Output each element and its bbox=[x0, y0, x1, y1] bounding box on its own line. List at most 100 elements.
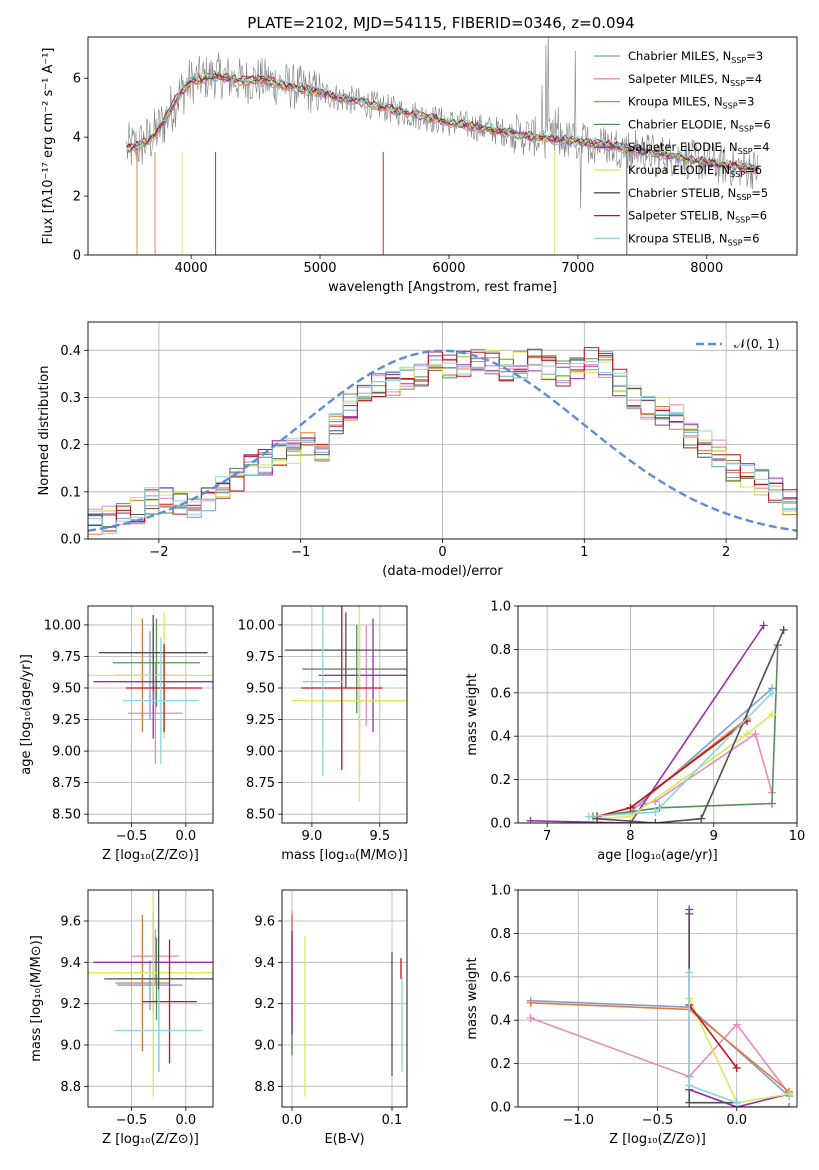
legend-entry: Salpeter MILES, NSSP=4 bbox=[628, 72, 762, 88]
plot-area bbox=[88, 890, 213, 1097]
plot-area bbox=[526, 905, 794, 1107]
x-tick-label: 9 bbox=[710, 829, 718, 844]
y-tick-label: 0.0 bbox=[490, 1101, 511, 1116]
y-tick-label: 0.4 bbox=[490, 730, 511, 745]
legend-entry: Kroupa MILES, NSSP=3 bbox=[628, 95, 754, 111]
x-tick-label: 0.0 bbox=[175, 1113, 196, 1128]
y-tick-label: 9.4 bbox=[60, 956, 81, 971]
mass-weight-marker bbox=[697, 814, 706, 823]
x-tick-label: −0.5 bbox=[642, 1113, 674, 1128]
figure-title: PLATE=2102, MJD=54115, FIBERID=0346, z=0… bbox=[247, 14, 634, 32]
y-axis-label: age [log₁₀(age/yr)] bbox=[19, 654, 34, 775]
plot-area bbox=[88, 612, 213, 764]
x-axis-label: wavelength [Angstrom, rest frame] bbox=[328, 280, 557, 295]
plot-frame bbox=[87, 36, 798, 256]
mass-weight-marker bbox=[685, 909, 694, 918]
mass-weight-marker bbox=[651, 808, 660, 817]
y-tick-label: 9.00 bbox=[52, 745, 81, 760]
plot-frame bbox=[281, 605, 408, 824]
mass-weight-marker bbox=[685, 968, 694, 977]
x-tick-label: 2 bbox=[722, 545, 730, 560]
x-axis-label: Z [log₁₀(Z/Z⊙)] bbox=[102, 1132, 199, 1147]
y-tick-label: 9.25 bbox=[52, 713, 81, 728]
y-tick-label: 2 bbox=[73, 190, 81, 205]
y-tick-label: 8.75 bbox=[52, 776, 81, 791]
residual-histogram bbox=[88, 347, 797, 532]
x-axis-label: mass [log₁₀(M/M⊙)] bbox=[281, 848, 408, 863]
residuals-legend: 𝒩(0, 1) bbox=[696, 336, 780, 351]
y-tick-label: 0.2 bbox=[490, 773, 511, 788]
x-tick-label: −1 bbox=[291, 545, 310, 560]
y-tick-label: 8.50 bbox=[52, 808, 81, 823]
y-tick-label: 8.50 bbox=[246, 808, 275, 823]
mass-weight-marker bbox=[526, 1014, 535, 1023]
mass-weight-marker bbox=[685, 1081, 694, 1090]
mass-weight-vs-age-panel: 7 8 9 10 0.0 0.2 0.4 0.6 0.8 1.0 age [log₁₀(age/yr… bbox=[465, 600, 805, 864]
y-tick-label: 9.75 bbox=[246, 650, 275, 665]
mass-weight-marker bbox=[768, 799, 777, 808]
y-tick-label: 0.4 bbox=[60, 344, 81, 359]
plot-area bbox=[284, 606, 407, 802]
legend-entry: Salpeter STELIB, NSSP=6 bbox=[628, 209, 767, 225]
x-tick-label: 0.1 bbox=[382, 1113, 403, 1128]
x-axis-label: Z [log₁₀(Z/Z⊙)] bbox=[102, 848, 199, 863]
x-tick-label: 0.0 bbox=[726, 1113, 747, 1128]
y-tick-label: 10.00 bbox=[238, 618, 275, 633]
x-tick-label: 8000 bbox=[690, 261, 723, 276]
mass-weight-marker bbox=[732, 1063, 741, 1072]
x-tick-label: 7 bbox=[543, 829, 551, 844]
y-tick-label: 9.2 bbox=[60, 997, 81, 1012]
legend-entry: Chabrier STELIB, NSSP=5 bbox=[628, 186, 768, 202]
x-tick-label: 9.5 bbox=[369, 829, 390, 844]
mass-weight-marker bbox=[732, 1098, 741, 1107]
y-tick-label: 9.50 bbox=[52, 682, 81, 697]
x-axis-label: (data-model)/error bbox=[382, 564, 503, 579]
legend-entry: Kroupa ELODIE, NSSP=6 bbox=[628, 163, 762, 179]
plot-area bbox=[88, 347, 797, 535]
y-tick-label: 0 bbox=[73, 249, 81, 264]
mass-weight-marker bbox=[759, 621, 768, 630]
model-spectrum bbox=[126, 69, 759, 171]
x-tick-label: 4000 bbox=[175, 261, 208, 276]
mass-vs-metallicity-panel: −0.5 0.0 8.8 9.0 9.2 9.4 9.6 Z [log₁₀(Z/Z⊙)] mas… bbox=[29, 889, 214, 1147]
x-tick-label: −0.5 bbox=[116, 1113, 148, 1128]
y-tick-label: 0.4 bbox=[490, 1014, 511, 1029]
plot-frame bbox=[87, 605, 214, 824]
y-tick-label: 0.2 bbox=[490, 1057, 511, 1072]
x-tick-label: 1 bbox=[580, 545, 588, 560]
x-tick-label: 0.0 bbox=[282, 1113, 303, 1128]
x-tick-label: −1.0 bbox=[562, 1113, 594, 1128]
y-tick-label: 9.0 bbox=[254, 1039, 275, 1054]
y-tick-label: 0.8 bbox=[490, 643, 511, 658]
residual-histogram bbox=[88, 361, 797, 534]
mass-weight-marker bbox=[743, 730, 752, 739]
model-spectrum bbox=[126, 72, 759, 173]
y-tick-label: 0.8 bbox=[490, 927, 511, 942]
y-tick-label: 9.25 bbox=[246, 713, 275, 728]
y-tick-label: 6 bbox=[73, 72, 81, 87]
y-tick-label: 0.6 bbox=[490, 970, 511, 985]
x-axis-label: E(B-V) bbox=[324, 1132, 364, 1147]
mass-weight-line bbox=[592, 645, 779, 818]
residual-histogram bbox=[88, 348, 797, 535]
gaussian-curve bbox=[88, 349, 797, 532]
y-tick-label: 1.0 bbox=[490, 600, 511, 615]
y-tick-label: 1.0 bbox=[490, 884, 511, 899]
legend-entry: Kroupa STELIB, NSSP=6 bbox=[628, 231, 759, 247]
x-tick-label: 7000 bbox=[561, 261, 594, 276]
x-tick-label: −2 bbox=[149, 545, 168, 560]
y-tick-label: 9.50 bbox=[246, 682, 275, 697]
y-tick-label: 0.0 bbox=[490, 817, 511, 832]
mass-weight-line bbox=[530, 625, 765, 823]
mass-weight-marker bbox=[751, 730, 760, 739]
plot-area bbox=[526, 621, 788, 823]
mass-weight-marker bbox=[651, 819, 660, 823]
x-tick-label: 9.0 bbox=[302, 829, 323, 844]
y-axis-label: mass weight bbox=[465, 957, 480, 1039]
mass-weight-marker bbox=[526, 998, 535, 1007]
x-tick-label: 5000 bbox=[303, 261, 336, 276]
y-tick-label: 0.2 bbox=[60, 438, 81, 453]
y-tick-label: 9.0 bbox=[60, 1039, 81, 1054]
mass-weight-line bbox=[688, 1004, 738, 1069]
